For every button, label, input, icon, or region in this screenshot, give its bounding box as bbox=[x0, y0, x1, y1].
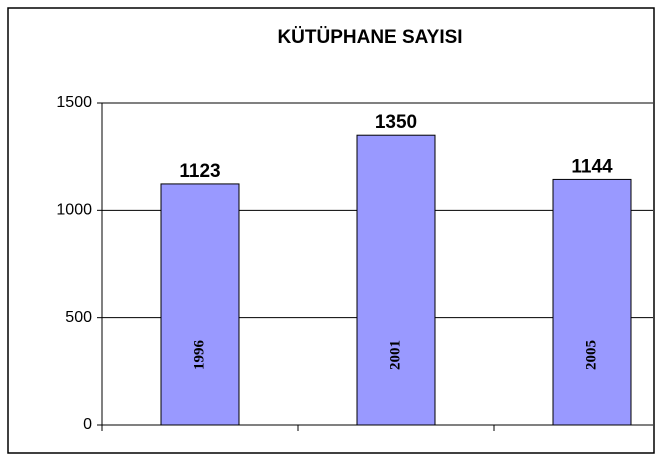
value-label: 1144 bbox=[571, 156, 613, 177]
x-tick-label: 2001 bbox=[387, 340, 403, 370]
value-label: 1123 bbox=[179, 161, 220, 182]
x-tick-label: 1996 bbox=[191, 340, 207, 371]
chart-frame bbox=[7, 7, 655, 454]
bar bbox=[356, 134, 436, 426]
bar bbox=[552, 178, 632, 426]
y-tick-label: 1000 bbox=[56, 202, 92, 219]
y-tick-label: 1500 bbox=[56, 94, 92, 111]
y-tick-label: 0 bbox=[83, 416, 92, 433]
y-tick-label: 500 bbox=[65, 309, 92, 326]
x-tick-label: 2005 bbox=[583, 340, 599, 370]
bar bbox=[160, 183, 240, 426]
chart-title: KÜTÜPHANE SAYISI bbox=[277, 27, 462, 48]
value-label: 1350 bbox=[375, 112, 417, 133]
